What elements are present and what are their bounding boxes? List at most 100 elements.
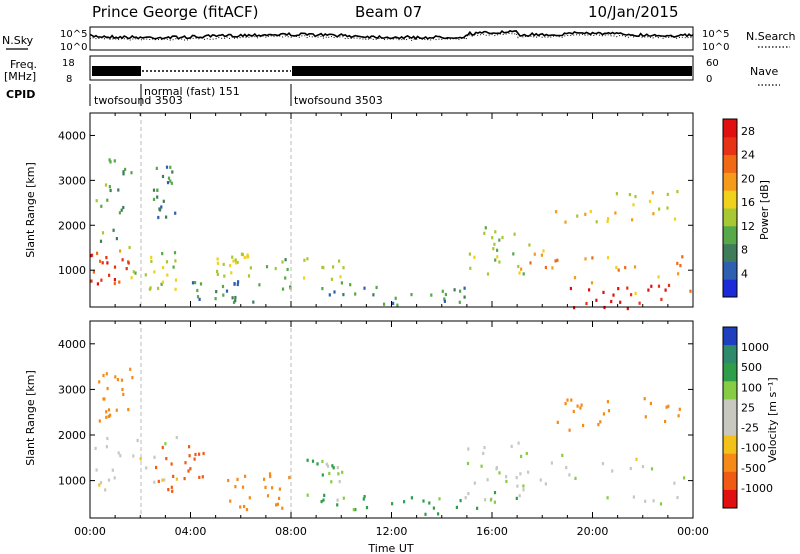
heat-cell bbox=[333, 290, 336, 294]
heat-cell bbox=[122, 172, 125, 176]
heat-cell bbox=[122, 205, 125, 210]
heat-cell bbox=[342, 266, 345, 270]
heat-cell bbox=[584, 257, 587, 261]
heat-cell bbox=[432, 506, 435, 510]
heat-cell bbox=[245, 508, 249, 512]
heat-cell bbox=[664, 288, 667, 292]
heat-cell bbox=[679, 264, 682, 268]
colorbar-tick-label: 28 bbox=[741, 125, 755, 138]
heat-cell bbox=[130, 276, 133, 280]
heat-cell bbox=[216, 272, 219, 276]
heat-cell bbox=[115, 408, 118, 412]
heat-cell bbox=[269, 474, 272, 479]
heat-cell bbox=[539, 478, 542, 482]
colorbar-tick-label: 1000 bbox=[741, 341, 769, 354]
heat-cell bbox=[392, 301, 395, 305]
heat-cell bbox=[166, 273, 169, 277]
velocity-x-ticks: 00:00 04:00 08:00 12:00 16:00 20:00 00:00 bbox=[74, 321, 709, 538]
heat-cell bbox=[100, 278, 103, 282]
heat-cell bbox=[437, 512, 440, 516]
heat-cell bbox=[486, 478, 489, 482]
heat-cell bbox=[610, 299, 613, 304]
heat-cell bbox=[92, 270, 95, 274]
heat-cell bbox=[666, 192, 669, 196]
heat-cell bbox=[116, 378, 119, 382]
heat-cell bbox=[494, 230, 497, 234]
heat-cell bbox=[215, 290, 218, 294]
heat-cell bbox=[573, 306, 576, 310]
heat-cell bbox=[496, 248, 499, 252]
heat-cell bbox=[98, 419, 101, 423]
colorbar-swatch bbox=[723, 399, 737, 418]
heat-cell bbox=[202, 451, 205, 456]
colorbar-swatch bbox=[723, 279, 737, 298]
heat-cell bbox=[430, 293, 433, 297]
heat-cell bbox=[113, 159, 116, 163]
heat-cell bbox=[651, 191, 654, 195]
heat-cell bbox=[665, 405, 668, 409]
time-axis-label: Time UT bbox=[367, 542, 413, 554]
heat-cell bbox=[99, 259, 102, 263]
heat-cell bbox=[155, 166, 158, 170]
heat-cell bbox=[101, 231, 105, 235]
freq-left-tick-top: 18 bbox=[62, 58, 75, 69]
heat-cell bbox=[198, 297, 201, 301]
heat-cell bbox=[128, 245, 131, 250]
heat-cell bbox=[338, 259, 341, 263]
power-data bbox=[90, 158, 692, 311]
heat-cell bbox=[247, 255, 250, 259]
noise-search-line bbox=[89, 32, 694, 41]
heat-cell bbox=[130, 171, 133, 175]
heat-cell bbox=[229, 499, 232, 503]
heat-cell bbox=[396, 303, 399, 307]
heat-cell bbox=[619, 300, 622, 304]
heat-cell bbox=[201, 475, 204, 479]
heat-cell bbox=[569, 286, 572, 291]
colorbar-swatch bbox=[723, 172, 737, 191]
heat-cell bbox=[556, 420, 559, 424]
heat-cell bbox=[216, 257, 219, 261]
heat-cell bbox=[607, 217, 610, 221]
x-tick-label: 20:00 bbox=[577, 525, 609, 538]
velocity-colorbar-label: Velocity [m s⁻¹] bbox=[766, 377, 779, 462]
heat-cell bbox=[139, 457, 142, 461]
heat-cell bbox=[410, 496, 413, 500]
colorbar-tick-label: 500 bbox=[741, 361, 762, 374]
heat-cell bbox=[236, 282, 239, 287]
power-colorbar-label: Power [dB] bbox=[758, 180, 771, 240]
heat-cell bbox=[629, 466, 632, 471]
heat-cell bbox=[105, 372, 108, 376]
x-tick-label: 00:00 bbox=[677, 525, 709, 538]
heat-cell bbox=[184, 461, 187, 465]
heat-cell bbox=[540, 253, 543, 257]
heat-cell bbox=[216, 261, 219, 265]
colorbar-tick-label: 20 bbox=[741, 172, 755, 185]
heat-cell bbox=[624, 266, 627, 270]
heat-cell bbox=[122, 392, 125, 397]
heat-cell bbox=[160, 282, 163, 286]
noise-panel: 10^5 10^0 10^5 10^0 bbox=[60, 26, 729, 53]
freq-label-1: Freq. bbox=[10, 58, 37, 71]
heat-cell bbox=[112, 228, 115, 232]
heat-cell bbox=[498, 238, 501, 242]
heat-cell bbox=[136, 438, 139, 443]
heat-cell bbox=[606, 496, 609, 500]
heat-cell bbox=[634, 195, 637, 199]
heat-cell bbox=[466, 461, 470, 466]
heat-cell bbox=[325, 462, 328, 466]
heat-cell bbox=[161, 280, 165, 284]
heat-cell bbox=[152, 197, 156, 201]
colorbar-tick-label: 8 bbox=[741, 244, 748, 257]
heat-cell bbox=[501, 235, 504, 240]
colorbar-swatch bbox=[723, 453, 737, 473]
heat-cell bbox=[275, 503, 278, 507]
heat-cell bbox=[339, 275, 342, 279]
heat-cell bbox=[644, 499, 647, 503]
heat-cell bbox=[494, 258, 497, 262]
heat-cell bbox=[244, 474, 247, 478]
heat-cell bbox=[673, 217, 677, 221]
heat-cell bbox=[626, 286, 629, 290]
heat-cell bbox=[167, 488, 170, 492]
heat-cell bbox=[565, 466, 568, 470]
